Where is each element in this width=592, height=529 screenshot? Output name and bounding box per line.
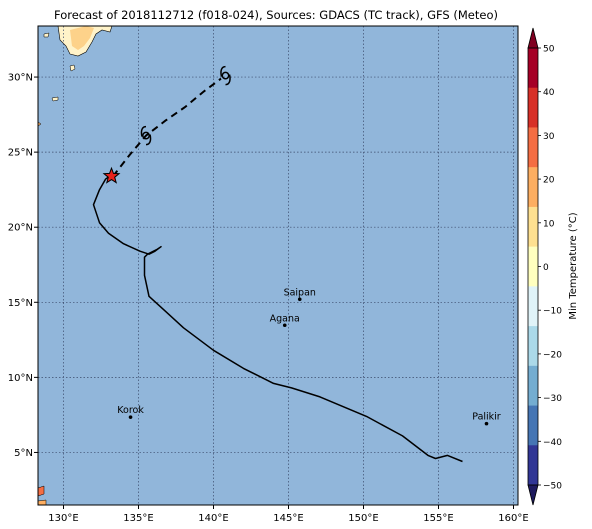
past-track-line (92, 174, 463, 463)
colorbar-band (528, 87, 538, 128)
colorbar-tick-label: 0 (543, 263, 549, 273)
land-japan-coast (70, 26, 94, 50)
y-tick-label: 25°N (8, 148, 33, 159)
city-dot (128, 415, 133, 419)
x-tick-label: 130°E (48, 513, 78, 524)
y-tick-label: 5°N (14, 448, 33, 459)
x-tick-label: 160°E (498, 513, 528, 524)
colorbar-tick-label: −30 (543, 394, 562, 404)
colorbar-tick-label: 30 (543, 132, 555, 142)
colorbar-band (528, 365, 538, 406)
colorbar: 50 40 30 20 10 0 −10 −20 −30 −40 −50 (527, 27, 562, 506)
city-dot (297, 297, 302, 302)
axis-ticks: 130°E 135°E 140°E 145°E 150°E 155°E 160°E 5°N 10… (8, 73, 529, 524)
x-tick-label: 145°E (273, 513, 303, 524)
y-tick-label: 20°N (8, 223, 33, 234)
tropical-storm-icon (220, 65, 231, 86)
city-dot (282, 323, 287, 328)
city-label: Agana (270, 313, 300, 324)
colorbar-tick-label: −50 (543, 482, 562, 492)
storm-tracks (92, 77, 463, 463)
forecast-track-line (112, 77, 222, 177)
colorbar-tick-label: 20 (543, 176, 555, 186)
city-label: Saipan (284, 287, 316, 298)
colorbar-band (528, 167, 538, 208)
colorbar-band (528, 206, 538, 247)
colorbar-band (528, 48, 538, 89)
colorbar-tick-label: 50 (543, 45, 555, 55)
x-tick-label: 155°E (423, 513, 453, 524)
tropical-storm-icon (140, 125, 152, 146)
colorbar-band (528, 326, 538, 367)
colorbar-tick-label: −10 (543, 307, 562, 317)
land-masses (38, 26, 113, 505)
colorbar-extend-max (527, 27, 539, 49)
current-position-star-icon (102, 166, 121, 184)
colorbar-tick-label: −20 (543, 350, 562, 360)
colorbar-tick-label: 10 (543, 219, 555, 229)
map-frame (37, 25, 519, 506)
colorbar-band (528, 286, 538, 327)
land-island-d (38, 499, 47, 505)
colorbar-band (528, 246, 538, 287)
y-tick-label: 10°N (8, 373, 33, 384)
x-tick-label: 135°E (123, 513, 153, 524)
land-taiwan-tip (38, 121, 42, 127)
land-island-b (69, 64, 76, 72)
map-markers: Saipan Agana Korok Palikir (102, 65, 501, 426)
map-title: Forecast of 2018112712 (f018-024), Sourc… (54, 8, 498, 22)
ocean-area (38, 26, 518, 505)
x-tick-label: 150°E (348, 513, 378, 524)
city-label: Korok (117, 405, 144, 416)
land-island-a (43, 32, 50, 38)
colorbar-tick-label: −40 (543, 438, 562, 448)
colorbar-label: Min Temperature (°C) (568, 212, 579, 319)
city-dot (484, 421, 489, 426)
land-luzon-tip (38, 485, 45, 497)
y-tick-label: 15°N (8, 298, 33, 309)
colorbar-extend-min (527, 484, 539, 506)
grid-lines (38, 26, 518, 505)
city-label: Palikir (472, 412, 501, 423)
colorbar-band (528, 445, 538, 486)
colorbar-tick-label: 40 (543, 88, 555, 98)
land-island-c (51, 96, 59, 102)
colorbar-band (528, 405, 538, 446)
colorbar-band (528, 127, 538, 168)
x-tick-label: 140°E (198, 513, 228, 524)
y-tick-label: 30°N (8, 73, 33, 84)
